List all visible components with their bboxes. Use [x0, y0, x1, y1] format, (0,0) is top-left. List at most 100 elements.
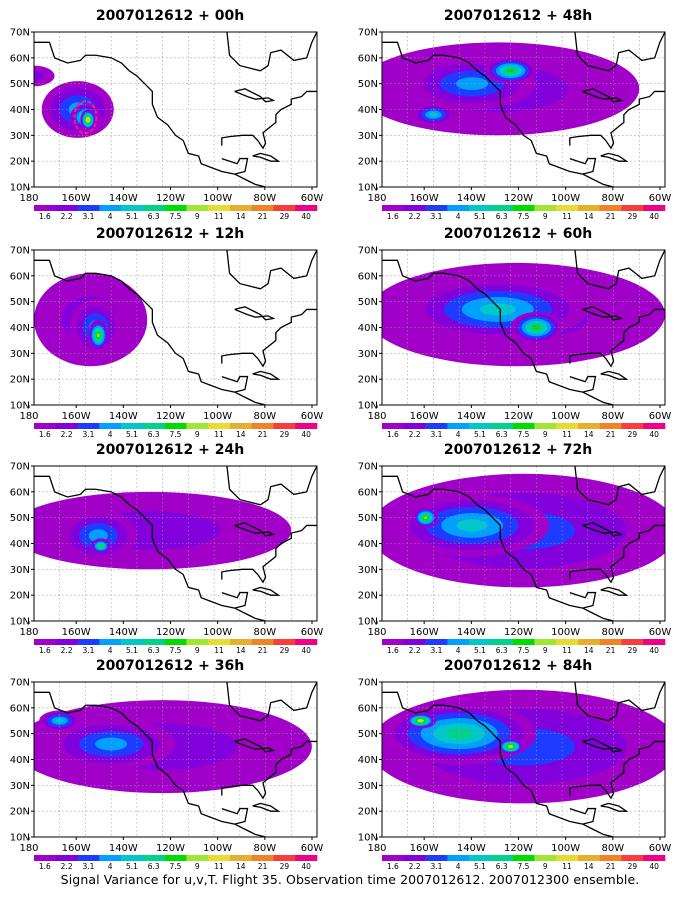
x-tick-label: 180: [367, 411, 386, 422]
figure-caption: Signal Variance for u,v,T. Flight 35. Ob…: [60, 872, 640, 887]
colorbar-label: 11: [214, 646, 224, 655]
y-tick-label: 30N: [10, 131, 30, 142]
colorbar-swatch: [490, 855, 513, 861]
colorbar-label: 5.1: [474, 862, 486, 871]
colorbar-swatch: [99, 205, 122, 211]
y-tick-label: 50N: [358, 297, 378, 308]
colorbar-label: 40: [301, 646, 311, 655]
map-chart: 10N 20N 30N 40N 50N 60N 70N 180 160W 140W 120W 100W…: [358, 678, 672, 872]
colorbar-label: 21: [606, 862, 616, 871]
colorbar-swatch: [490, 423, 513, 429]
signal-field: [34, 700, 312, 794]
colorbar-label: 40: [649, 430, 659, 439]
colorbar-label: 5.1: [474, 646, 486, 655]
colorbar-swatch: [99, 855, 122, 861]
x-tick-label: 120W: [156, 193, 185, 204]
variance-contour: [34, 70, 45, 82]
x-tick-label: 80W: [602, 193, 625, 204]
colorbar-swatch: [121, 423, 144, 429]
colorbar-label: 1.6: [387, 646, 399, 655]
coastline: [382, 259, 614, 405]
coastline: [382, 691, 614, 837]
colorbar-swatch: [577, 855, 600, 861]
colorbar-swatch: [469, 639, 492, 645]
colorbar-swatch: [447, 855, 470, 861]
colorbar-label: 7.5: [518, 430, 530, 439]
y-tick-label: 60N: [358, 271, 378, 282]
coastline: [221, 375, 249, 393]
colorbar-swatch: [403, 639, 426, 645]
colorbar-swatch: [251, 205, 274, 211]
colorbar-swatch: [577, 205, 600, 211]
colorbar-label: 6.3: [148, 646, 160, 655]
colorbar-swatch: [577, 423, 600, 429]
colorbar-label: 6.3: [496, 430, 508, 439]
y-tick-label: 40N: [10, 539, 30, 550]
colorbar-swatch: [186, 639, 209, 645]
signal-field: [34, 273, 148, 367]
x-tick-label: 100W: [203, 627, 232, 638]
colorbar-label: 5.1: [474, 212, 486, 221]
colorbar-label: 29: [280, 862, 290, 871]
x-tick-label: 180: [19, 411, 38, 422]
y-tick-label: 40N: [358, 105, 378, 116]
variance-contour: [429, 112, 438, 117]
colorbar-label: 11: [214, 862, 224, 871]
colorbar-swatch: [490, 205, 513, 211]
y-tick-label: 20N: [10, 591, 30, 602]
coastline: [569, 740, 665, 800]
colorbar-label: 5.1: [126, 862, 138, 871]
panel-title: 2007012612 + 84h: [443, 658, 593, 674]
colorbar-label: 2.2: [409, 212, 421, 221]
colorbar-label: 7.5: [518, 862, 530, 871]
colorbar-label: 1.6: [39, 862, 51, 871]
y-tick-label: 30N: [358, 565, 378, 576]
colorbar-label: 11: [214, 430, 224, 439]
x-tick-label: 60W: [301, 627, 324, 638]
colorbar-label: 14: [236, 862, 246, 871]
signal-field: [382, 689, 665, 804]
coastline: [252, 152, 281, 162]
colorbar-label: 3.1: [82, 212, 94, 221]
y-tick-label: 20N: [358, 157, 378, 168]
y-tick-label: 10N: [10, 401, 30, 412]
colorbar-label: 2.2: [409, 646, 421, 655]
y-tick-label: 70N: [358, 462, 378, 473]
x-tick-label: 120W: [504, 627, 533, 638]
colorbar-label: 9: [543, 212, 548, 221]
x-tick-label: 60W: [649, 193, 672, 204]
coastline: [582, 306, 624, 321]
panel-title: 2007012612 + 60h: [443, 226, 593, 242]
x-tick-label: 160W: [410, 411, 439, 422]
x-tick-label: 180: [367, 843, 386, 854]
colorbar-label: 21: [258, 430, 268, 439]
colorbar-label: 7.5: [170, 646, 182, 655]
coastline: [574, 250, 665, 290]
coastline: [234, 306, 276, 321]
colorbar-label: 6.3: [148, 430, 160, 439]
colorbar-swatch: [295, 855, 318, 861]
y-tick-label: 70N: [10, 246, 30, 257]
colorbar-label: 14: [236, 646, 246, 655]
y-tick-label: 60N: [10, 271, 30, 282]
colorbar-label: 1.6: [39, 212, 51, 221]
coastline: [34, 259, 266, 405]
colorbar-label: 7.5: [170, 212, 182, 221]
coastline: [221, 807, 249, 825]
colorbar-label: 29: [628, 646, 638, 655]
panel-title: 2007012612 + 24h: [95, 442, 245, 458]
x-tick-label: 180: [19, 193, 38, 204]
colorbar-label: 7.5: [170, 430, 182, 439]
coastline: [221, 591, 249, 609]
y-tick-label: 10N: [358, 617, 378, 628]
colorbar-swatch: [512, 423, 535, 429]
map-chart: 10N 20N 30N 40N 50N 60N 70N 180 160W 140W 120W 100W…: [10, 678, 324, 872]
variance-contour: [424, 516, 428, 519]
colorbar-swatch: [403, 423, 426, 429]
coastline: [569, 524, 665, 584]
colorbar-swatch: [534, 855, 557, 861]
y-tick-label: 50N: [358, 79, 378, 90]
coastline: [226, 250, 317, 290]
colorbar-swatch: [382, 205, 405, 211]
colorbar-swatch: [251, 855, 274, 861]
